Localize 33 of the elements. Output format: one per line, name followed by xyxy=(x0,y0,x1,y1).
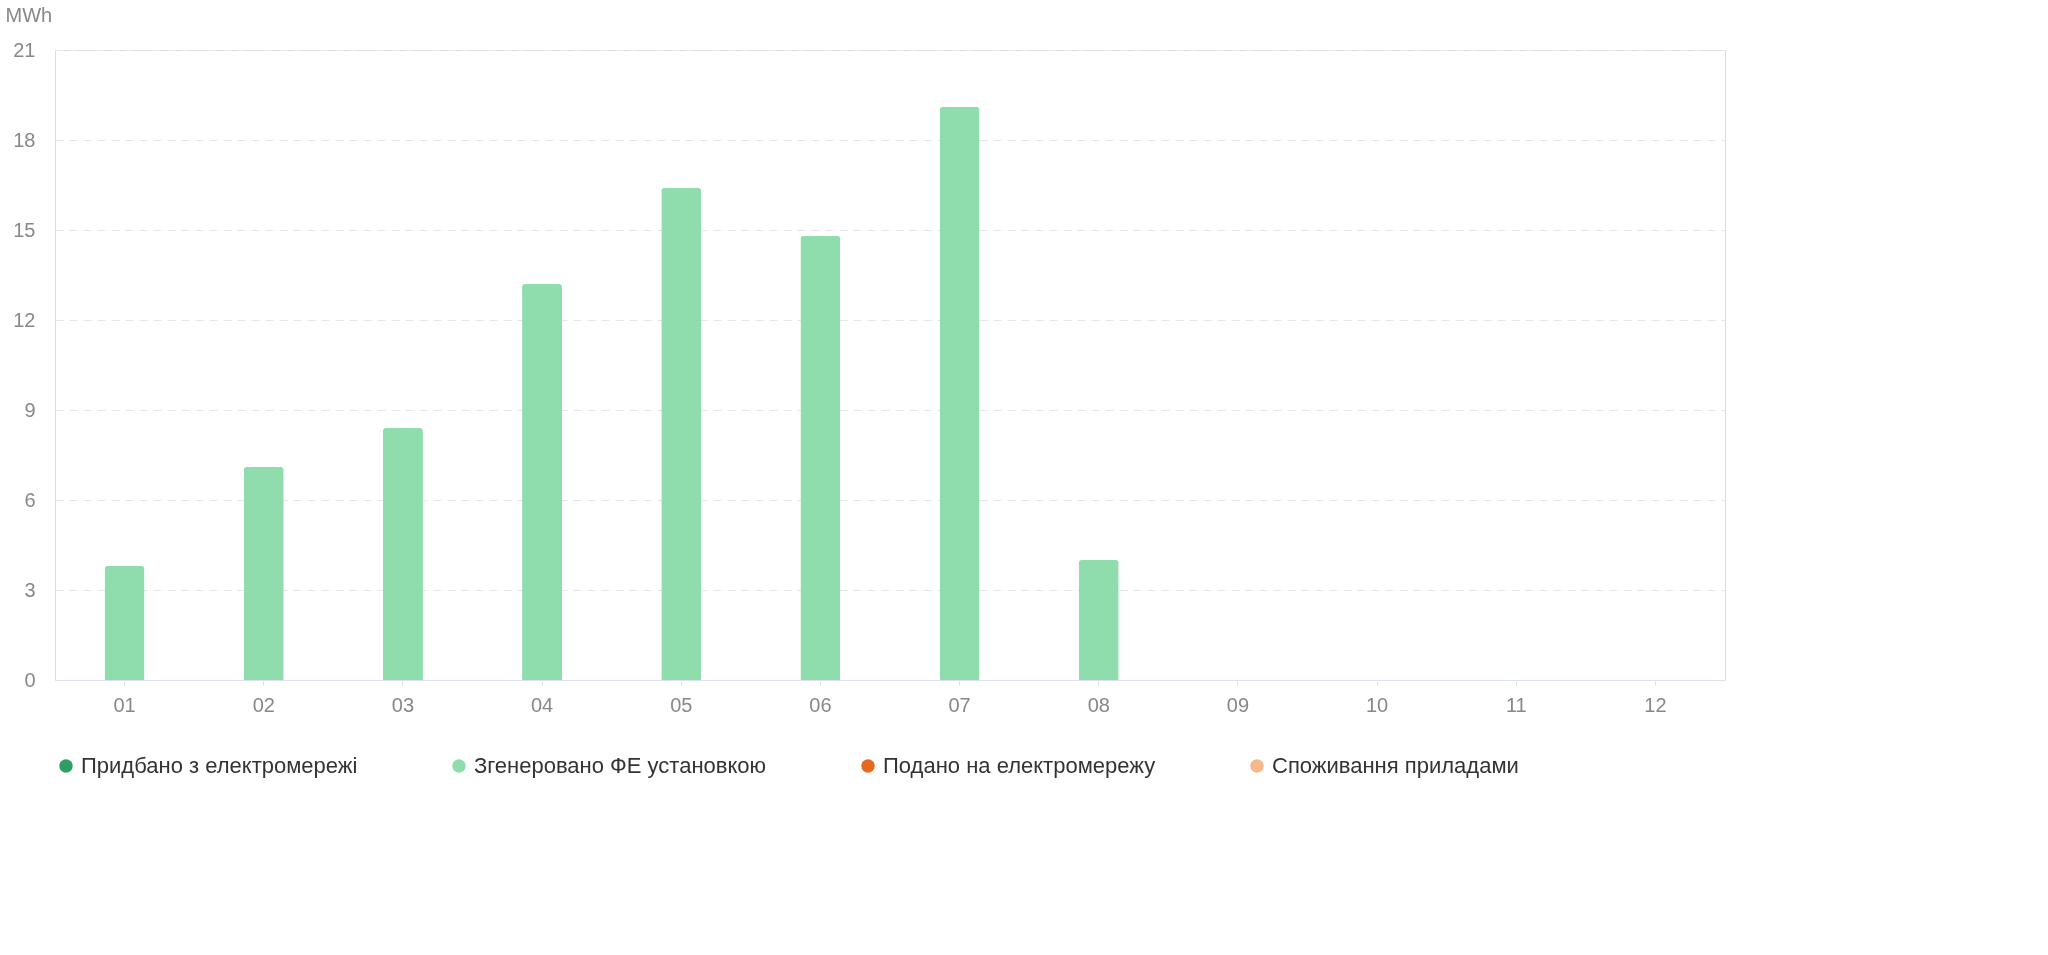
y-tick-label: 9 xyxy=(24,398,36,421)
x-tick-label: 08 xyxy=(1087,693,1110,716)
x-tick-label: 12 xyxy=(1644,693,1667,716)
y-tick-label: 12 xyxy=(13,308,36,331)
x-tick-label: 09 xyxy=(1226,693,1250,716)
x-tick-label: 05 xyxy=(670,693,693,716)
y-tick-label: 15 xyxy=(13,218,36,241)
bar xyxy=(382,428,423,680)
x-tick-label: 07 xyxy=(948,693,971,716)
bar xyxy=(522,284,563,680)
bar xyxy=(104,566,145,680)
legend-label: Подано на електромережу xyxy=(883,753,1156,778)
x-tick-label: 02 xyxy=(252,693,275,716)
bar xyxy=(243,467,284,680)
y-tick-label: 21 xyxy=(13,38,36,61)
y-tick-label: 6 xyxy=(24,488,36,511)
y-tick-label: 0 xyxy=(24,668,36,691)
y-tick-label: 18 xyxy=(13,128,36,151)
x-tick-label: 01 xyxy=(113,693,136,716)
bar xyxy=(939,107,980,680)
x-tick-label: 11 xyxy=(1505,693,1527,716)
legend-label: Згенеровано ФЕ установкою xyxy=(474,753,767,778)
x-tick-label: 04 xyxy=(530,693,554,716)
x-tick-label: 10 xyxy=(1365,693,1389,716)
bar xyxy=(800,236,841,680)
bar xyxy=(661,188,702,680)
legend-label: Придбано з електромережі xyxy=(81,753,358,778)
x-tick-label: 06 xyxy=(809,693,832,716)
legend-label: Споживання приладами xyxy=(1272,753,1519,778)
x-tick-label: 03 xyxy=(391,693,415,716)
y-axis-title: MWh xyxy=(5,3,53,26)
bar xyxy=(1078,560,1119,680)
y-tick-label: 3 xyxy=(24,578,36,601)
